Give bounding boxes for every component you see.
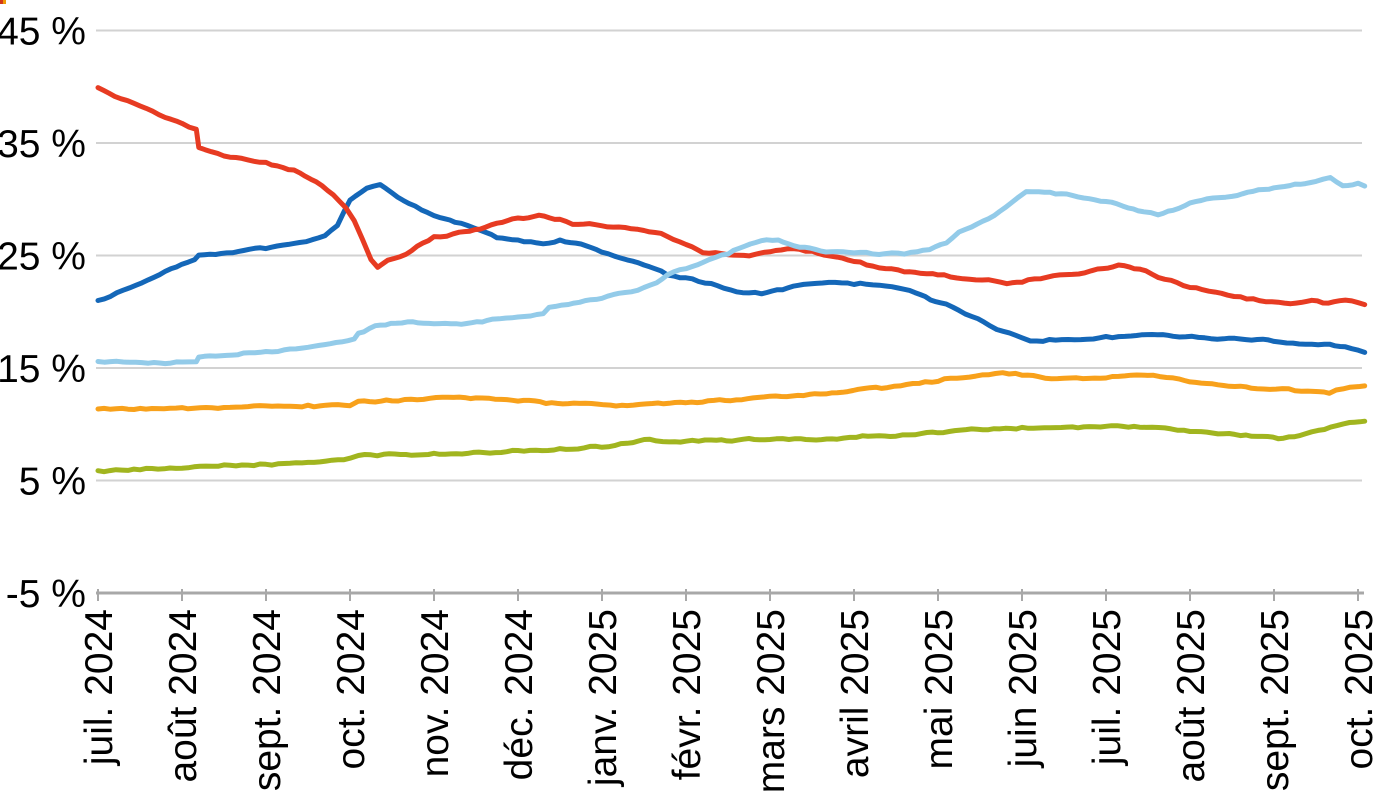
x-axis-label: déc. 2024 [498,609,541,780]
x-axis-label: août 2025 [1170,609,1213,783]
series-orange-line [95,370,1368,412]
y-axis-label: -5 % [6,573,86,616]
artifact-orange-part [3,0,6,4]
y-axis-label: 5 % [19,461,86,504]
series-dark-blue-line [95,182,1368,355]
series-olive-green-line [95,418,1368,475]
y-axis-label: 45 % [0,11,86,54]
series-light-blue-line [95,175,1368,367]
x-axis-label: sept. 2024 [246,609,289,791]
x-axis-label: oct. 2024 [330,609,373,769]
x-axis-label: mai 2025 [918,609,961,769]
x-axis-label: oct. 2025 [1338,609,1380,769]
x-axis-label: juil. 2025 [1086,609,1129,766]
x-axis-label: août 2024 [162,609,205,783]
x-axis-label: sept. 2025 [1254,609,1297,791]
artifact-red-part [0,0,3,4]
y-axis-label: 35 % [0,123,86,166]
y-axis-label: 15 % [0,348,86,391]
x-axis-label: avril 2025 [834,609,877,778]
cropped-legend-swatch-artifact [0,0,6,4]
x-axis-label: mars 2025 [750,609,793,793]
series-red-line [95,85,1368,308]
x-axis-label: juin 2025 [1002,609,1045,768]
x-axis-label: juil. 2024 [78,609,121,766]
x-axis-label: févr. 2025 [666,609,709,780]
x-axis-label: janv. 2025 [582,609,625,787]
x-axis-label: nov. 2024 [414,609,457,777]
y-axis-label: 25 % [0,236,86,279]
